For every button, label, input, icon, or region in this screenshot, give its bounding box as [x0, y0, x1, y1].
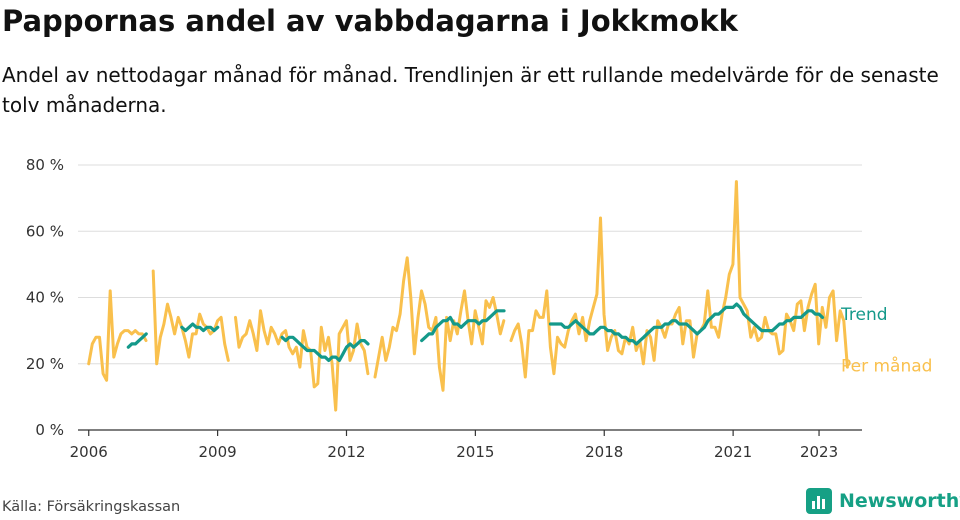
x-tick-label: 2006 — [70, 443, 108, 461]
chart-title: Pappornas andel av vabbdagarna i Jokkmok… — [2, 4, 738, 38]
series-labels: Trend Per månad — [840, 305, 932, 376]
y-tick-label: 60 % — [26, 222, 64, 240]
source-note: Källa: Försäkringskassan — [2, 499, 181, 515]
axes: 0 % 20 % 40 % 60 % 80 % 2006 2009 2012 2015 2018 2… — [26, 156, 862, 461]
monthly-series-line — [87, 180, 849, 412]
y-tick-label: 0 % — [35, 421, 64, 439]
monthly-series-label: Per månad — [841, 355, 932, 376]
trend-series-line — [126, 302, 825, 362]
chart-subtitle: Andel av nettodagar månad för månad. Tre… — [2, 63, 939, 117]
y-tick-label: 40 % — [26, 289, 64, 307]
brand-logo: Newsworthy — [806, 488, 960, 514]
brand-name: Newsworthy — [839, 490, 960, 512]
x-tick-label: 2012 — [327, 443, 365, 461]
x-tick-label: 2009 — [199, 443, 237, 461]
y-tick-label: 20 % — [26, 355, 64, 373]
x-tick-label: 2018 — [585, 443, 623, 461]
series-lines — [87, 180, 849, 412]
trend-series-label: Trend — [840, 305, 888, 325]
y-tick-label: 80 % — [26, 156, 64, 174]
x-tick-label: 2023 — [800, 443, 838, 461]
gridlines — [78, 164, 862, 365]
x-tick-label: 2015 — [456, 443, 494, 461]
x-tick-label: 2021 — [714, 443, 752, 461]
newsworthy-logo-icon — [806, 488, 832, 514]
